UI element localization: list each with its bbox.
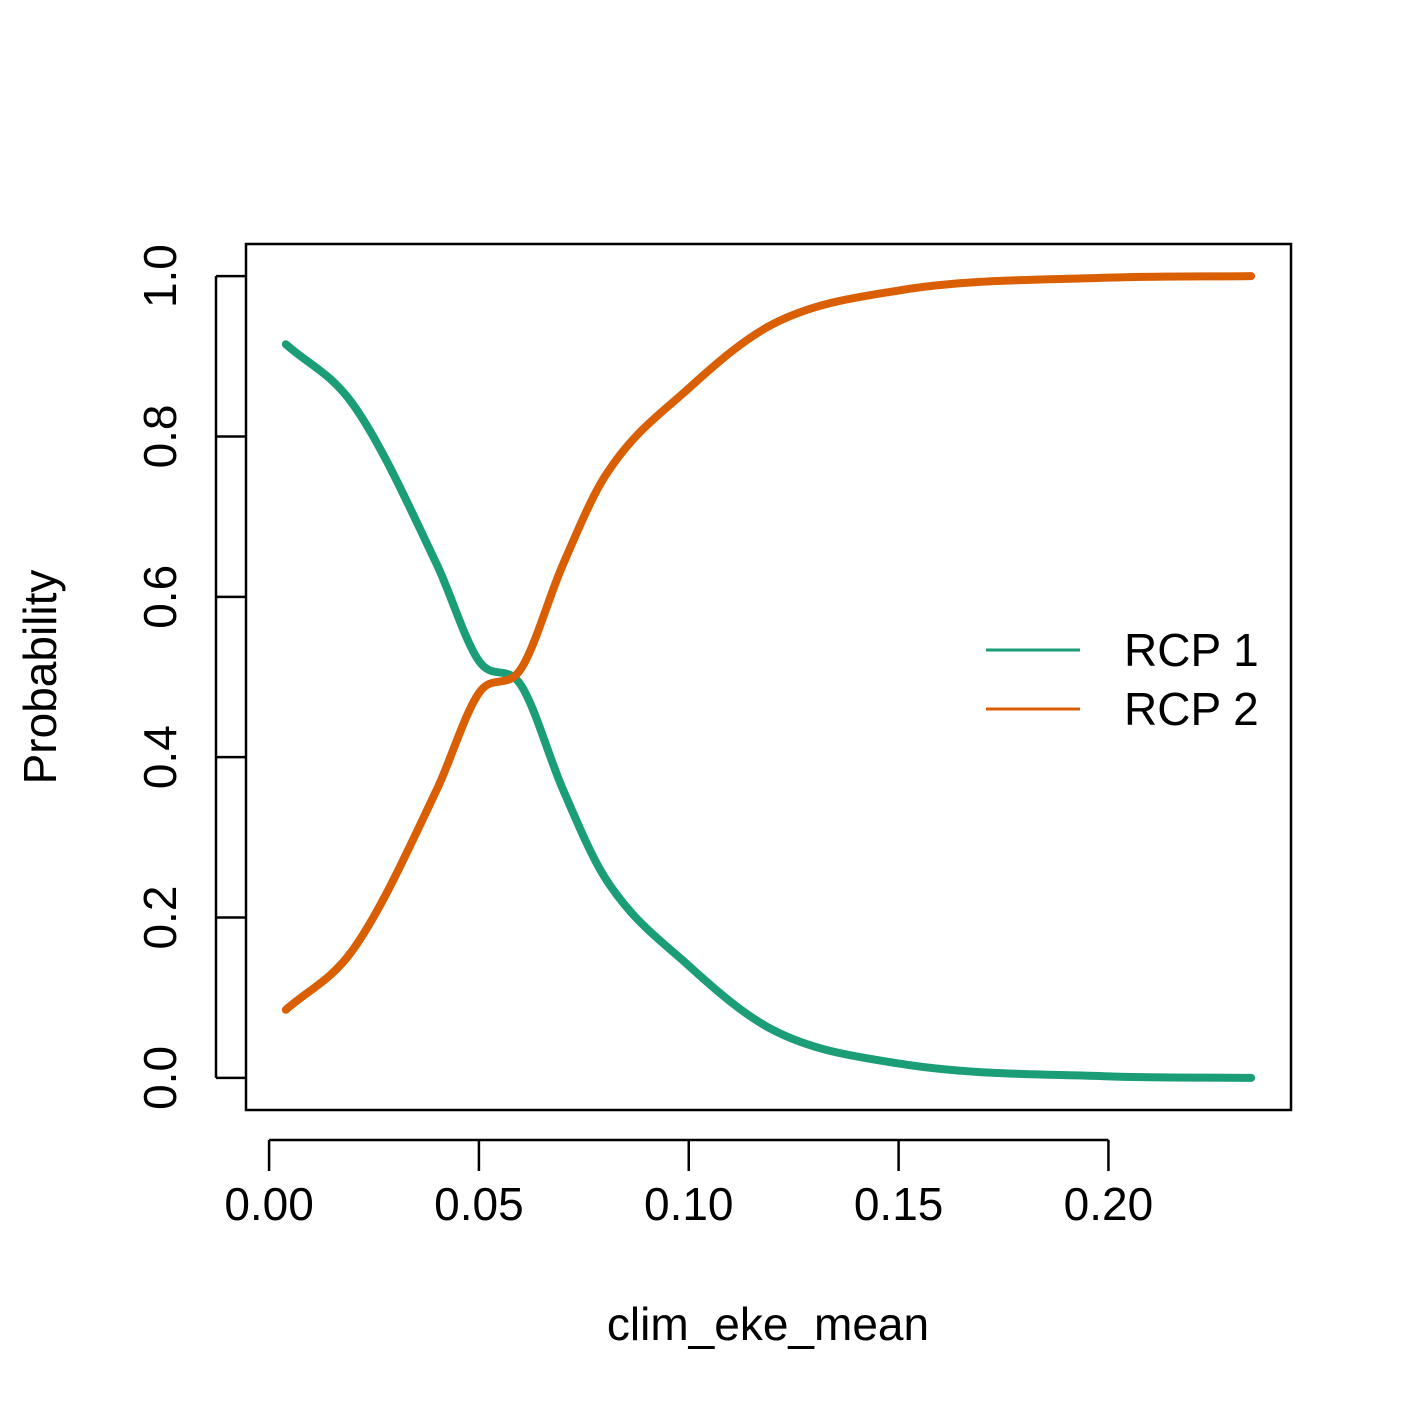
y-axis-label: Probability	[14, 570, 66, 785]
legend-label-rcp2: RCP 2	[1124, 683, 1259, 735]
x-tick-label: 0.05	[434, 1178, 524, 1230]
x-tick-label: 0.20	[1064, 1178, 1154, 1230]
y-tick-label: 1.0	[134, 244, 186, 308]
y-tick-label: 0.2	[134, 886, 186, 950]
y-axis: 0.0 0.2 0.4 0.6 0.8 1.0	[134, 244, 246, 1110]
y-tick-label: 0.6	[134, 565, 186, 629]
y-tick-label: 0.8	[134, 404, 186, 468]
series-line-2	[281, 272, 1256, 1014]
series-line-1	[281, 340, 1256, 1082]
y-tick-label: 0.0	[134, 1046, 186, 1110]
legend-label-rcp1: RCP 1	[1124, 624, 1259, 676]
x-axis: 0.00 0.05 0.10 0.15 0.20	[224, 1138, 1154, 1230]
y-tick-label: 0.4	[134, 725, 186, 789]
plot-frame	[244, 242, 1293, 1112]
x-tick-label: 0.10	[644, 1178, 734, 1230]
series-layer	[281, 272, 1256, 1082]
x-axis-label: clim_eke_mean	[607, 1298, 929, 1350]
x-tick-label: 0.15	[854, 1178, 944, 1230]
x-tick-label: 0.00	[224, 1178, 314, 1230]
legend: RCP 1 RCP 2	[986, 624, 1259, 735]
